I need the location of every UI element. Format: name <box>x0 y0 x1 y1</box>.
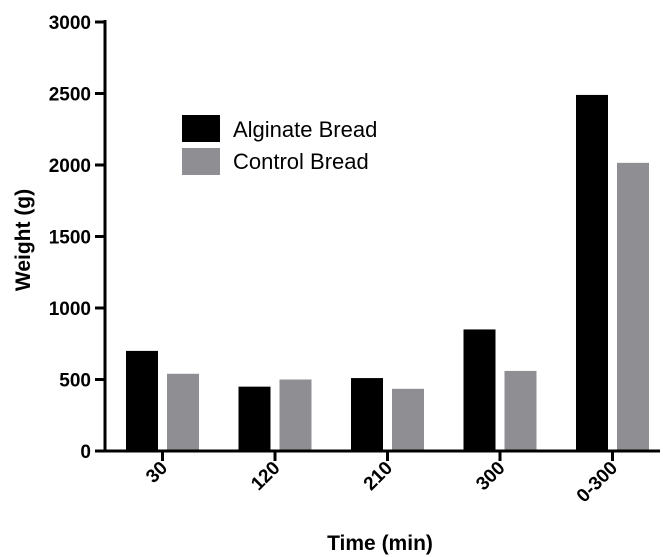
y-tick-label-500: 500 <box>59 371 91 392</box>
y-tick-label-2500: 2500 <box>49 85 91 106</box>
legend-swatch-alginate-bread <box>182 115 220 142</box>
bar-control-bread-0-300 <box>617 162 649 452</box>
y-tick-label-1000: 1000 <box>49 299 91 320</box>
y-tick-label-2000: 2000 <box>49 156 91 177</box>
legend-swatch-control-bread <box>182 148 220 175</box>
y-axis: 0 500 1000 1500 2000 2500 3000 <box>49 13 107 463</box>
x-axis-title: Time (min) <box>327 532 433 555</box>
y-axis-title: Weight (g) <box>12 189 35 291</box>
bar-control-bread-300 <box>504 370 537 451</box>
bars-group <box>126 94 649 452</box>
x-axis: 30 120 210 300 0-300 <box>103 449 660 507</box>
legend-label-alginate-bread: Alginate Bread <box>233 117 377 142</box>
bar-alginate-bread-300 <box>463 329 496 451</box>
legend: Alginate Bread Control Bread <box>182 115 377 175</box>
y-tick-label-3000: 3000 <box>49 13 91 34</box>
bar-control-bread-210 <box>392 388 424 451</box>
legend-label-control-bread: Control Bread <box>233 149 369 174</box>
x-tick-label-0-300: 0-300 <box>573 458 622 507</box>
bar-alginate-bread-30 <box>126 350 158 451</box>
bar-alginate-bread-210 <box>351 378 383 451</box>
bar-alginate-bread-0-300 <box>576 94 608 452</box>
x-tick-label-30: 30 <box>142 458 172 488</box>
x-tick-label-210: 210 <box>360 458 397 495</box>
bar-control-bread-120 <box>279 379 312 451</box>
x-tick-label-120: 120 <box>247 458 284 495</box>
x-tick-label-300: 300 <box>472 458 509 495</box>
bar-control-bread-30 <box>167 373 199 451</box>
y-tick-label-1500: 1500 <box>49 228 91 249</box>
bar-alginate-bread-120 <box>238 386 271 451</box>
y-tick-label-0: 0 <box>80 442 91 463</box>
